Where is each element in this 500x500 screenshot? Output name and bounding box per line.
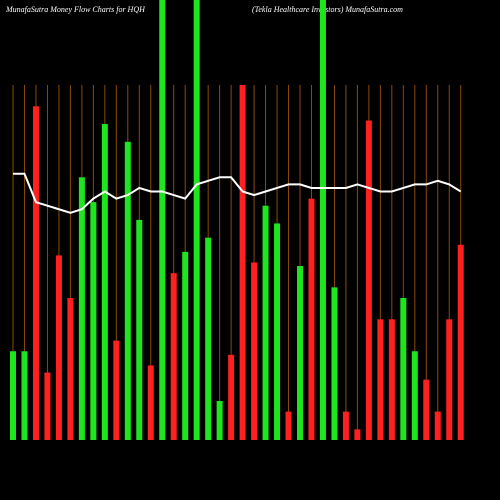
bar (297, 266, 303, 440)
bar (147, 365, 154, 440)
bar (377, 319, 384, 440)
bar (90, 202, 97, 440)
bar (182, 251, 189, 440)
chart-subtitle: (Tekla Healthcare Investors) MunafaSutra… (252, 5, 403, 14)
bar (285, 411, 292, 440)
bar (193, 0, 200, 440)
bar (331, 287, 338, 440)
bar (113, 340, 120, 440)
bar (342, 411, 349, 440)
bar (434, 411, 441, 440)
bar (21, 351, 28, 440)
chart-title: MunafaSutra Money Flow Charts for HQH (5, 5, 146, 14)
bar (388, 319, 395, 440)
bar (457, 244, 464, 440)
bar (44, 372, 51, 440)
bar (205, 237, 212, 440)
bar (251, 262, 258, 440)
bar (124, 141, 131, 441)
bar (170, 273, 177, 440)
bar (78, 177, 85, 441)
bar (319, 0, 326, 440)
bar (159, 0, 166, 440)
bar (67, 298, 74, 440)
bar (308, 198, 315, 440)
bar (423, 379, 430, 440)
bar (411, 351, 418, 440)
bar (32, 106, 39, 441)
bar (136, 219, 143, 440)
bar (354, 429, 361, 440)
bar (216, 400, 223, 440)
bar (365, 120, 372, 440)
bar (400, 298, 407, 440)
bar (55, 255, 62, 440)
bar (239, 85, 246, 440)
bar (10, 351, 16, 440)
bar (262, 205, 269, 440)
bar (228, 354, 235, 440)
money-flow-line (13, 172, 462, 214)
bar (446, 319, 453, 440)
bar (101, 124, 108, 441)
bar (274, 223, 281, 440)
